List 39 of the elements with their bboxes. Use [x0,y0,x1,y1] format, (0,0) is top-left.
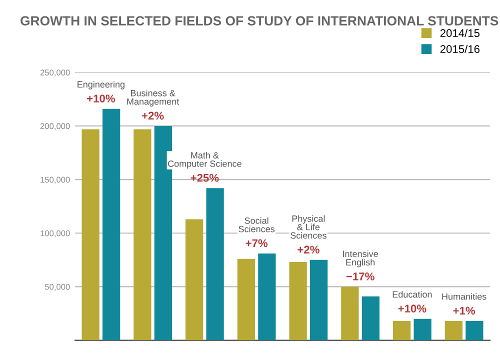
chart-title: GROWTH IN SELECTED FIELDS OF STUDY OF INTERNATIONAL STUDENTS [20,16,498,26]
bar [258,253,276,340]
bar [185,219,204,340]
y-tick-label: 50,000 [44,284,70,291]
bar [444,320,463,340]
annotation: +10% [87,94,116,102]
bar [289,262,307,340]
bar [392,320,411,340]
bar [310,260,328,340]
annotation: +10% [398,304,426,312]
annotation: +7% [246,239,268,248]
annotation: +1% [453,306,476,315]
x-tick-label: Social Sciences [238,217,275,232]
bar [82,129,100,340]
annotation: +2% [142,112,164,120]
y-tick-label: 200,000 [40,123,70,130]
bar [414,318,432,340]
annotation: +25% [190,174,219,182]
y-tick-label: 150,000 [40,176,70,184]
x-tick-label: Engineering [78,80,124,90]
x-tick-label: Math & Computer Science [168,152,242,169]
legend-label: 2015/16 [440,44,480,54]
bar [134,129,152,340]
y-tick-label: 100,000 [40,230,70,238]
x-tick-label: Business & Management [127,90,180,107]
bar [466,320,484,340]
annotation: −17% [346,272,374,280]
x-tick-label: Intensive English [343,250,378,268]
bar [362,296,380,340]
bar [102,108,120,340]
x-tick-label: Education [392,290,432,298]
bar [341,286,359,340]
y-tick-label: 250,000 [40,70,70,76]
legend-label: 2014/15 [440,28,480,38]
bar [206,188,224,340]
x-tick-label: Physical & Life Sciences [290,215,326,239]
x-tick-label: Humanities [442,293,486,300]
annotation: +2% [298,246,320,254]
bar [237,258,256,340]
